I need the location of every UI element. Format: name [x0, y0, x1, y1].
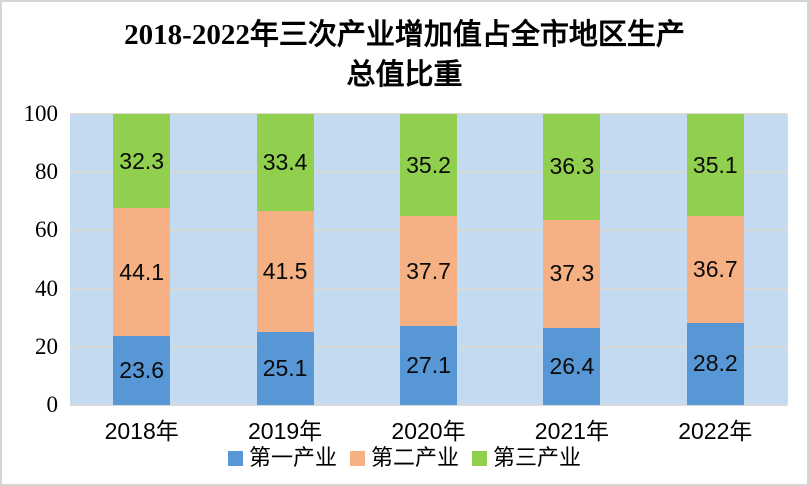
bar-segment-第二产业: 44.1: [113, 208, 171, 337]
bar-segment-第二产业: 36.7: [686, 216, 744, 323]
bar-value-label: 33.4: [262, 149, 308, 176]
chart-title-line2: 总值比重: [346, 59, 463, 92]
bar-segment-第一产业: 26.4: [543, 328, 601, 405]
y-tick-100: 100: [23, 101, 59, 126]
bar-segment-第三产业: 35.1: [686, 114, 744, 217]
y-tick-80: 80: [35, 159, 58, 185]
legend-label: 第一产业: [248, 445, 337, 470]
bar-column-2018年: 32.3 44.1 23.6: [113, 114, 171, 405]
bar-segment-第一产业: 28.2: [686, 322, 744, 405]
bar-value-label: 44.1: [119, 258, 165, 285]
bar-segment-第二产业: 41.5: [256, 211, 314, 332]
bar-value-label: 28.2: [692, 350, 738, 377]
bar-value-label: 37.7: [406, 257, 451, 284]
bar-value-label: 37.3: [549, 260, 595, 287]
bar-value-label: 26.4: [549, 353, 595, 380]
bar-segment-第三产业: 36.3: [543, 114, 601, 220]
bar-segment-第一产业: 23.6: [113, 336, 171, 405]
y-tick-0: 0: [46, 392, 59, 417]
bar-value-label: 25.1: [262, 354, 308, 381]
bar-segment-第二产业: 37.3: [543, 219, 601, 329]
bar-segment-第三产业: 35.2: [400, 114, 457, 217]
bar-value-label: 35.2: [406, 151, 451, 178]
x-label-2019年: 2019年: [248, 418, 323, 444]
legend-item-第一产业: 第一产业: [227, 445, 337, 470]
bar-column-2019年: 33.4 41.5 25.1: [256, 114, 314, 405]
chart-title: 2018-2022年三次产业增加值占全市地区生产 总值比重: [2, 15, 807, 95]
bar-segment-第一产业: 27.1: [400, 326, 457, 405]
bar-value-label: 23.6: [119, 357, 165, 384]
legend: 第一产业 第二产业 第三产业: [2, 447, 807, 469]
bar-column-2020年: 35.2 37.7 27.1: [400, 114, 457, 405]
gridline-0: [70, 404, 787, 406]
gridline-100: [70, 113, 787, 115]
x-label-2020年: 2020年: [391, 418, 466, 444]
bar-column-2021年: 36.3 37.3 26.4: [543, 114, 601, 405]
chart-title-line1: 2018-2022年三次产业增加值占全市地区生产: [124, 19, 685, 51]
bar-segment-第二产业: 37.7: [400, 216, 457, 327]
bar-value-label: 27.1: [406, 352, 451, 379]
x-label-2018年: 2018年: [104, 418, 179, 444]
legend-item-第三产业: 第三产业: [472, 447, 581, 469]
legend-label: 第二产业: [370, 445, 459, 470]
y-tick-20: 20: [35, 333, 58, 359]
bar-column-2022年: 35.1 36.7 28.2: [686, 114, 744, 405]
bar-segment-第一产业: 25.1: [256, 331, 314, 405]
x-label-2021年: 2021年: [534, 418, 609, 444]
bar-value-label: 35.1: [692, 151, 738, 178]
legend-item-第二产业: 第二产业: [349, 445, 459, 470]
x-label-2022年: 2022年: [678, 418, 753, 444]
bar-segment-第三产业: 33.4: [256, 114, 314, 212]
y-tick-60: 60: [35, 217, 58, 243]
legend-swatch-icon: [349, 450, 365, 466]
bar-value-label: 32.3: [119, 147, 165, 174]
y-tick-40: 40: [35, 275, 58, 301]
bar-segment-第三产业: 32.3: [113, 114, 171, 208]
plot-area: 32.3 44.1 23.6 33.4 41.5 25.1 35.2 37.7 27.1 36.3…: [70, 113, 788, 406]
bar-value-label: 36.3: [549, 153, 595, 180]
legend-label: 第三产业: [493, 445, 582, 470]
legend-swatch-icon: [227, 450, 243, 466]
bar-value-label: 41.5: [262, 258, 308, 285]
bar-value-label: 36.7: [692, 256, 738, 283]
legend-swatch-icon: [472, 450, 487, 466]
